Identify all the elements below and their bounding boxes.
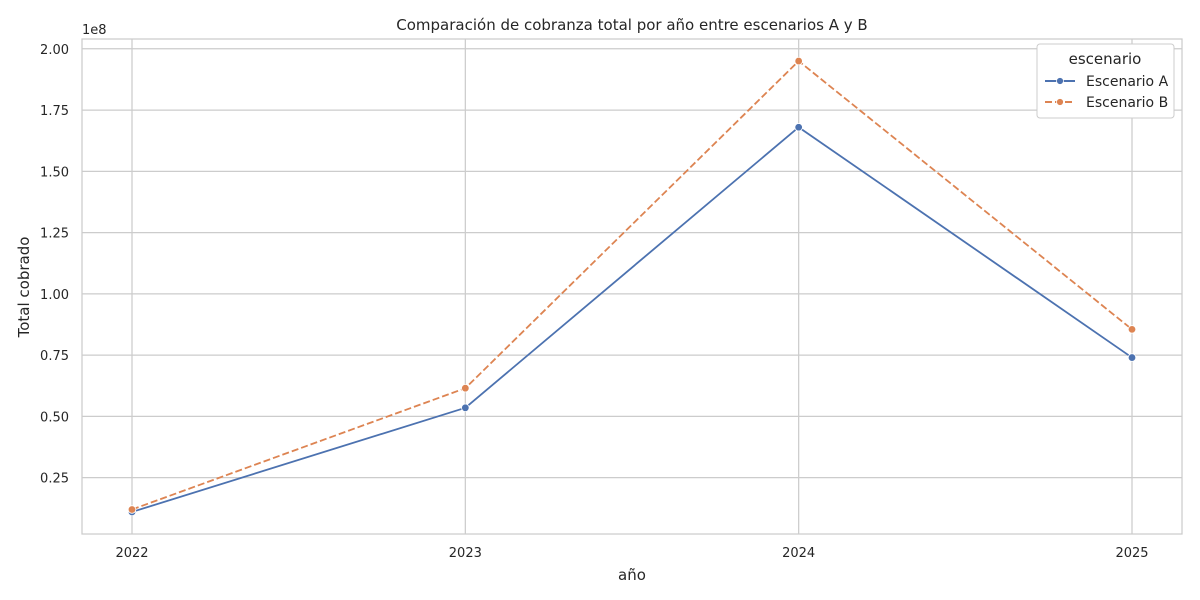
tick-labels: 0.25 0.50 0.75 1.00 1.25 1.50 1.75 2.00 2022 2023… (40, 43, 1149, 561)
legend-title: escenario (1069, 50, 1142, 68)
data-point-escenario-a (461, 403, 470, 412)
y-tick-label: 1.25 (40, 227, 69, 242)
data-point-escenario-b (1127, 325, 1137, 334)
data-point-escenario-a (1127, 353, 1137, 362)
y-tick-label: 1.75 (40, 104, 69, 119)
x-tick-label: 2023 (449, 546, 482, 561)
legend-label-escenario-a: Escenario A (1086, 74, 1169, 90)
x-axis-label: año (618, 566, 646, 584)
y-tick-label: 1.50 (40, 165, 69, 180)
data-point-escenario-b (794, 56, 803, 66)
series-lines (127, 56, 1137, 517)
x-tick-label: 2022 (115, 546, 148, 561)
y-tick-label: 0.50 (40, 410, 69, 425)
legend-box (1036, 43, 1175, 119)
data-point-escenario-b (461, 383, 470, 393)
grid-lines (82, 39, 1182, 534)
legend-marker-escenario-b (1056, 98, 1064, 106)
series-line-escenario-a (131, 126, 1133, 513)
x-tick-label: 2025 (1115, 546, 1148, 561)
y-tick-label: 0.25 (40, 472, 69, 487)
y-axis-label: Total cobrado (15, 237, 33, 339)
y-offset-label: 1e8 (82, 23, 107, 38)
legend-label-escenario-b: Escenario B (1086, 95, 1168, 111)
y-tick-label: 0.75 (40, 349, 69, 364)
data-point-escenario-b (127, 505, 137, 514)
legend-marker-escenario-a (1056, 77, 1064, 85)
plot-area (81, 38, 1183, 535)
data-point-escenario-a (794, 123, 803, 132)
y-tick-label: 2.00 (40, 43, 69, 58)
series-line-escenario-b (131, 60, 1133, 511)
x-tick-label: 2024 (782, 546, 815, 561)
legend: escenario Escenario A Escenario B (1036, 43, 1175, 119)
y-tick-label: 1.00 (40, 288, 69, 303)
chart-title: Comparación de cobranza total por año en… (396, 16, 867, 34)
